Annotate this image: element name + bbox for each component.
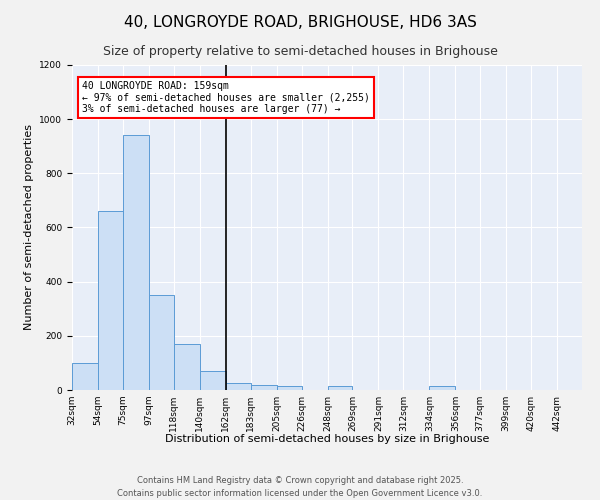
X-axis label: Distribution of semi-detached houses by size in Brighouse: Distribution of semi-detached houses by …	[165, 434, 489, 444]
Bar	[149, 295, 174, 390]
Bar	[72, 363, 98, 390]
Bar	[277, 386, 302, 390]
Bar	[174, 344, 200, 390]
Bar	[226, 383, 251, 390]
Text: 40 LONGROYDE ROAD: 159sqm
← 97% of semi-detached houses are smaller (2,255)
3% o: 40 LONGROYDE ROAD: 159sqm ← 97% of semi-…	[82, 81, 370, 114]
Bar	[251, 384, 277, 390]
Text: 40, LONGROYDE ROAD, BRIGHOUSE, HD6 3AS: 40, LONGROYDE ROAD, BRIGHOUSE, HD6 3AS	[124, 15, 476, 30]
Bar	[430, 386, 455, 390]
Text: Contains HM Land Registry data © Crown copyright and database right 2025.
Contai: Contains HM Land Registry data © Crown c…	[118, 476, 482, 498]
Bar	[328, 386, 352, 390]
Y-axis label: Number of semi-detached properties: Number of semi-detached properties	[24, 124, 34, 330]
Bar	[200, 371, 226, 390]
Bar	[98, 211, 123, 390]
Text: Size of property relative to semi-detached houses in Brighouse: Size of property relative to semi-detach…	[103, 45, 497, 58]
Bar	[123, 136, 149, 390]
